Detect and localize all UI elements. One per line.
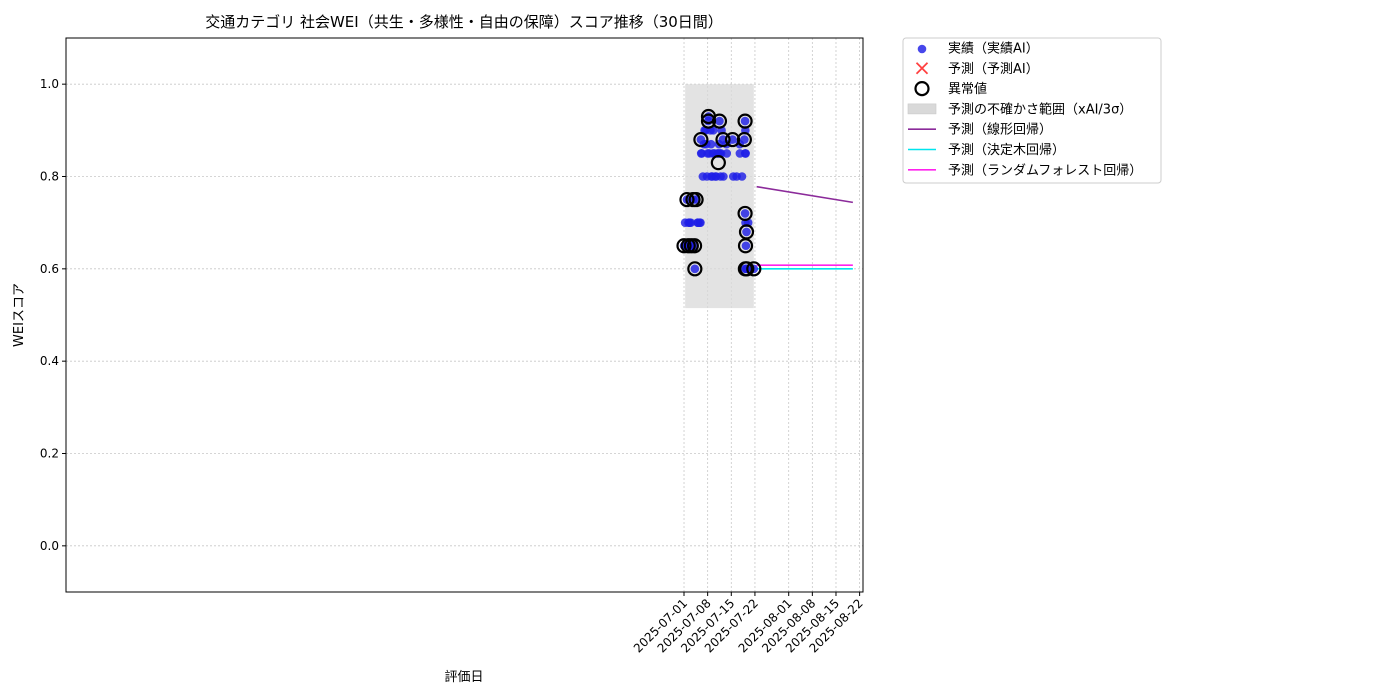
anomaly-point <box>736 131 752 148</box>
legend-label-linear: 予測（線形回帰） <box>948 122 1052 138</box>
actual-point <box>697 149 707 158</box>
anomaly-point <box>710 155 726 171</box>
anomaly-point <box>693 131 709 148</box>
actual-point <box>728 135 737 144</box>
legend-frame <box>902 37 1162 184</box>
anomaly-point <box>688 191 704 208</box>
legend-predicted-marker <box>915 62 929 75</box>
actual-point <box>742 227 751 237</box>
actual-point <box>741 149 750 158</box>
legend-uncertainty-swatch <box>907 103 937 115</box>
actual-point <box>686 218 696 227</box>
plot-border <box>65 37 864 593</box>
anomaly-point <box>676 238 692 254</box>
actual-point <box>737 172 747 181</box>
linear-prediction-line <box>756 185 853 204</box>
y-tick-label: 1.0 <box>40 77 59 91</box>
legend-anomaly-marker <box>914 80 930 97</box>
legend-label-actual: 実績（実績AI） <box>948 41 1039 57</box>
actual-point <box>741 241 751 251</box>
actual-point <box>696 218 705 227</box>
legend-label-predicted: 予測（予測AI） <box>948 62 1039 77</box>
y-tick-label: 0.0 <box>40 539 59 553</box>
actual-point <box>722 149 732 158</box>
x-axis-label: 評価日 <box>444 670 483 685</box>
anomaly-point <box>746 261 762 277</box>
plot-area <box>65 37 864 593</box>
x-axis: 2025-07-012025-07-082025-07-152025-07-22… <box>631 592 866 655</box>
anomaly-point <box>687 261 703 277</box>
chart-title: 交通カテゴリ 社会WEI（共生・多様性・自由の保障）スコア推移（30日間） <box>205 13 723 31</box>
legend-label-tree: 予測（決定木回帰） <box>948 142 1065 158</box>
y-tick-label: 0.8 <box>40 170 59 184</box>
anomaly-point <box>679 191 695 208</box>
y-tick-label: 0.4 <box>40 354 59 368</box>
actual-point <box>690 264 700 274</box>
actual-point <box>740 209 750 218</box>
anomaly-point <box>737 205 753 222</box>
actual-point <box>706 139 716 149</box>
legend-label-anomaly: 異常値 <box>948 81 987 97</box>
anomaly-point <box>711 113 728 129</box>
legend-label-uncertainty: 予測の不確かさ範囲（xAI/3σ） <box>948 101 1132 117</box>
anomaly-point <box>737 113 753 129</box>
prediction-lines <box>756 185 853 270</box>
anomaly-point <box>700 113 717 129</box>
anomaly-points <box>676 108 762 277</box>
y-axis-label: WEIスコア <box>12 283 27 347</box>
actual-point <box>740 135 749 144</box>
anomaly-point <box>724 131 741 148</box>
anomaly-point <box>715 131 731 148</box>
actual-point <box>715 116 724 126</box>
actual-point <box>740 116 750 126</box>
y-tick-label: 0.2 <box>40 447 59 461</box>
legend-actual-marker <box>917 44 927 54</box>
y-axis: 0.0 0.2 0.4 0.6 0.8 1.0 <box>40 77 66 553</box>
actual-point <box>719 172 728 181</box>
anomaly-point <box>738 224 755 240</box>
anomaly-point <box>739 261 755 277</box>
legend-label-forest: 予測（ランダムフォレスト回帰） <box>948 162 1142 178</box>
anomaly-point <box>686 238 703 254</box>
y-tick-label: 0.6 <box>40 262 59 276</box>
